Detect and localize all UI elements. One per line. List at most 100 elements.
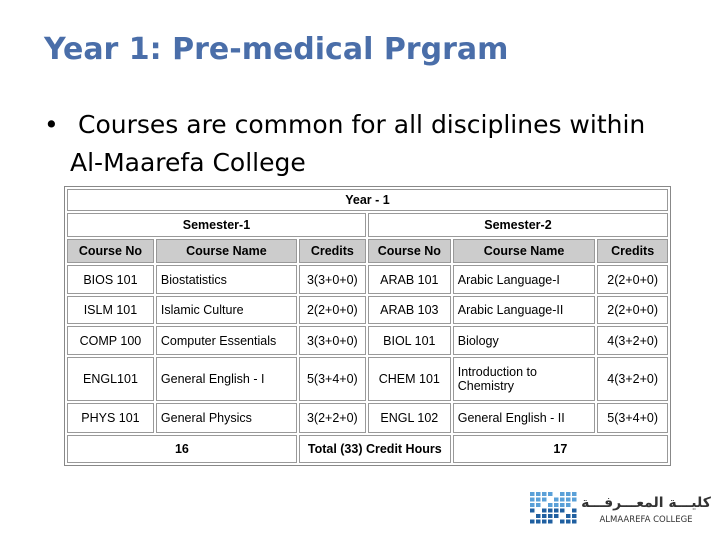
- table-cell: 2(2+0+0): [597, 265, 668, 294]
- table-cell: 4(3+2+0): [597, 326, 668, 355]
- table-cell: 5(3+4+0): [597, 403, 668, 433]
- table-cell: Biostatistics: [155, 265, 297, 294]
- bullet-item: • Courses are common for all disciplines …: [44, 106, 684, 182]
- table-row: PHYS 101 General Physics 3(2+2+0) ENGL 102 G…: [67, 403, 668, 433]
- logo-square: [572, 514, 577, 518]
- table-cell: Introduction to Chemistry: [452, 357, 596, 401]
- table-cell: Arabic Language-I: [452, 265, 596, 294]
- logo-square: [554, 503, 559, 507]
- table-cell: Course No: [67, 239, 154, 263]
- table-cell: 3(3+0+0): [298, 265, 366, 294]
- logo-square: [560, 503, 565, 507]
- table-cell: CHEM 101: [367, 357, 451, 401]
- table-cell: Credits: [298, 239, 366, 263]
- logo-square: [548, 514, 553, 518]
- logo-square: [530, 503, 535, 507]
- logo-square: [530, 508, 535, 513]
- table-row: Semester-1 Semester-2: [67, 213, 668, 237]
- logo-square: [542, 514, 547, 518]
- logo-square: [572, 497, 577, 502]
- table-cell: 2(2+0+0): [298, 296, 366, 324]
- logo-square: [548, 503, 553, 507]
- table-cell: ARAB 101: [367, 265, 451, 294]
- table-cell: Arabic Language-II: [452, 296, 596, 324]
- college-logo: كليـــة المعـــرفـــة ALMAAREFA COLLEGE: [530, 492, 712, 525]
- bullet-dot: •: [44, 110, 59, 139]
- table-cell: ISLM 101: [67, 296, 154, 324]
- logo-square: [572, 508, 577, 513]
- logo-latin: ALMAAREFA COLLEGE: [599, 515, 692, 525]
- logo-square: [566, 519, 571, 524]
- logo-square: [542, 508, 547, 513]
- logo-square: [542, 492, 547, 496]
- logo-square: [530, 497, 535, 502]
- table-cell: COMP 100: [67, 326, 154, 355]
- slide-title: Year 1: Pre-medical Prgram: [44, 32, 509, 67]
- table-cell: Biology: [452, 326, 596, 355]
- table-cell: Course Name: [452, 239, 596, 263]
- logo-square: [572, 519, 577, 524]
- logo-square: [536, 492, 541, 496]
- table-row: ISLM 101 Islamic Culture 2(2+0+0) ARAB 103 A…: [67, 296, 668, 324]
- logo-mark: [530, 492, 577, 524]
- table-cell: PHYS 101: [67, 403, 154, 433]
- table-cell: Semester-2: [367, 213, 668, 237]
- table-cell: Islamic Culture: [155, 296, 297, 324]
- table-body: Year - 1 Semester-1 Semester-2 Course No Cou…: [67, 189, 668, 463]
- table-row: Course No Course Name Credits Course No Cour…: [67, 239, 668, 263]
- logo-square: [560, 497, 565, 502]
- logo-square: [542, 519, 547, 524]
- logo-square: [554, 514, 559, 518]
- logo-square: [566, 497, 571, 502]
- table-cell: Course No: [367, 239, 451, 263]
- table-cell: Total (33) Credit Hours: [298, 435, 451, 463]
- logo-square: [548, 492, 553, 496]
- table-row: 16 Total (33) Credit Hours 17: [67, 435, 668, 463]
- logo-square: [548, 508, 553, 513]
- table-cell: ARAB 103: [367, 296, 451, 324]
- logo-square: [542, 497, 547, 502]
- table-row: ENGL101 General English - I 5(3+4+0) CHEM 1…: [67, 357, 668, 401]
- table-row: Year - 1: [67, 189, 668, 211]
- table-cell: 2(2+0+0): [597, 296, 668, 324]
- table-cell: 3(2+2+0): [298, 403, 366, 433]
- table-cell: 17: [452, 435, 668, 463]
- logo-square: [566, 503, 571, 507]
- logo-square: [566, 492, 571, 496]
- table-cell: General English - I: [155, 357, 297, 401]
- logo-square: [536, 503, 541, 507]
- logo-square: [530, 492, 535, 496]
- table-row: BIOS 101 Biostatistics 3(3+0+0) ARAB 101 Ara…: [67, 265, 668, 294]
- table-cell: 5(3+4+0): [298, 357, 366, 401]
- logo-square: [548, 519, 553, 524]
- table-cell: BIOS 101: [67, 265, 154, 294]
- table-cell: Course Name: [155, 239, 297, 263]
- logo-square: [560, 519, 565, 524]
- logo-square: [566, 514, 571, 518]
- logo-arabic: كليـــة المعـــرفـــة: [581, 495, 712, 511]
- table-row: COMP 100 Computer Essentials 3(3+0+0) BIOL …: [67, 326, 668, 355]
- logo-square: [536, 497, 541, 502]
- bullet-text: Courses are common for all disciplines w…: [70, 110, 646, 177]
- logo-square: [536, 519, 541, 524]
- table-cell: General English - II: [452, 403, 596, 433]
- table-cell: BIOL 101: [367, 326, 451, 355]
- table-cell: Semester-1: [67, 213, 366, 237]
- logo-square: [554, 497, 559, 502]
- logo-square: [560, 508, 565, 513]
- logo-square: [572, 492, 577, 496]
- table-cell: Computer Essentials: [155, 326, 297, 355]
- table-cell: ENGL 102: [367, 403, 451, 433]
- table-cell: Credits: [597, 239, 668, 263]
- table-cell: 4(3+2+0): [597, 357, 668, 401]
- table-cell: 16: [67, 435, 297, 463]
- table-cell: Year - 1: [67, 189, 668, 211]
- table-cell: ENGL101: [67, 357, 154, 401]
- logo-square: [560, 492, 565, 496]
- table-cell: 3(3+0+0): [298, 326, 366, 355]
- course-table: Year - 1 Semester-1 Semester-2 Course No Cou…: [64, 186, 671, 466]
- logo-square: [554, 508, 559, 513]
- logo-square: [536, 514, 541, 518]
- logo-square: [530, 519, 535, 524]
